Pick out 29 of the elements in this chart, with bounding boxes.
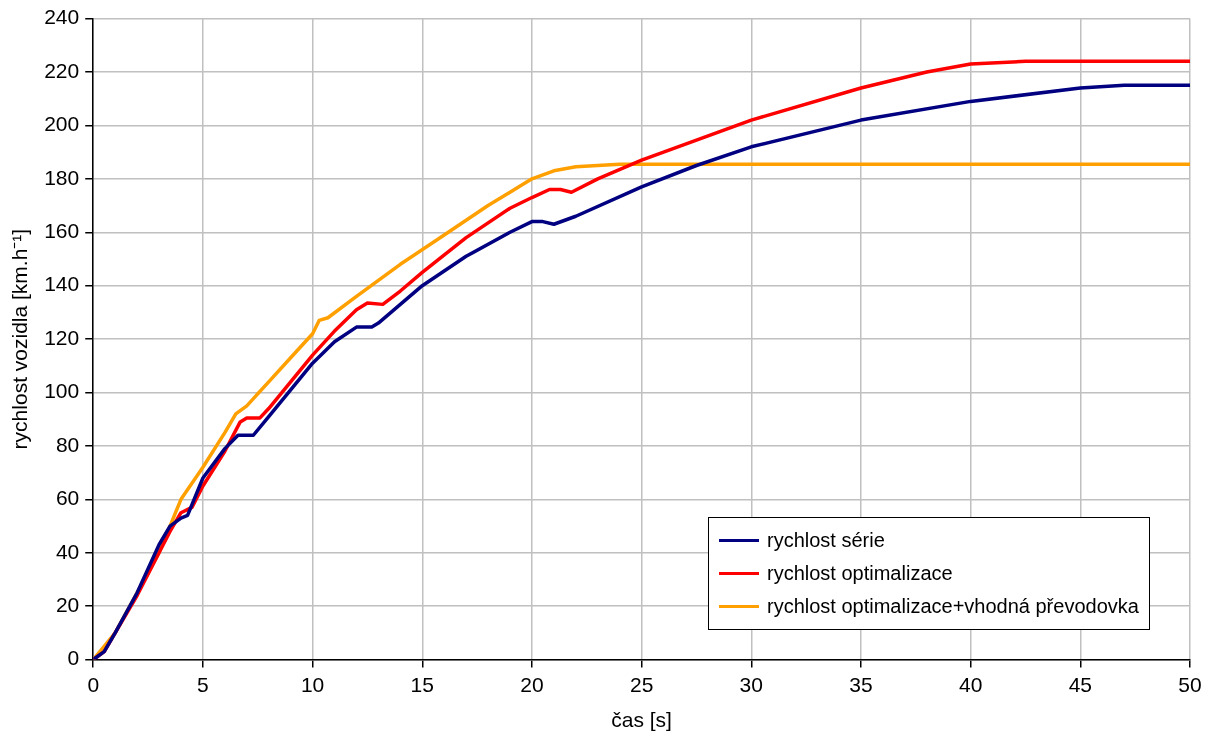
y-tick-label: 0 — [67, 646, 80, 670]
y-tick-label: 180 — [44, 165, 80, 189]
x-tick-label: 50 — [1178, 673, 1202, 696]
legend-label: rychlost série — [767, 528, 885, 552]
x-tick-label: 30 — [739, 673, 763, 696]
legend-label: rychlost optimalizace — [767, 561, 953, 585]
x-tick-label: 5 — [197, 673, 209, 696]
y-tick-label: 40 — [55, 539, 80, 563]
x-tick-label: 10 — [300, 673, 325, 696]
y-tick-label: 80 — [55, 432, 80, 456]
x-tick-label: 35 — [849, 673, 873, 696]
y-tick-label: 20 — [55, 592, 80, 616]
x-tick-label: 40 — [958, 673, 983, 696]
x-tick-label: 0 — [87, 673, 100, 696]
y-tick-label: 140 — [44, 272, 80, 296]
y-axis-title: rychlost vozidla [km.h⁻¹] — [8, 228, 32, 450]
x-axis-title: čas [s] — [611, 708, 672, 732]
x-tick-label: 25 — [629, 673, 654, 696]
y-tick-label: 60 — [55, 486, 80, 510]
x-tick-label: 45 — [1068, 673, 1092, 696]
y-tick-label: 240 — [44, 5, 80, 29]
x-tick-label: 15 — [410, 673, 434, 696]
x-tick-label: 20 — [520, 673, 544, 696]
y-tick-label: 200 — [44, 112, 80, 136]
y-tick-label: 160 — [44, 219, 80, 243]
legend-label: rychlost optimalizace+vhodná převodovka — [767, 594, 1139, 618]
y-tick-label: 100 — [44, 379, 80, 403]
y-tick-label: 120 — [44, 325, 80, 349]
y-tick-label: 220 — [44, 58, 80, 82]
